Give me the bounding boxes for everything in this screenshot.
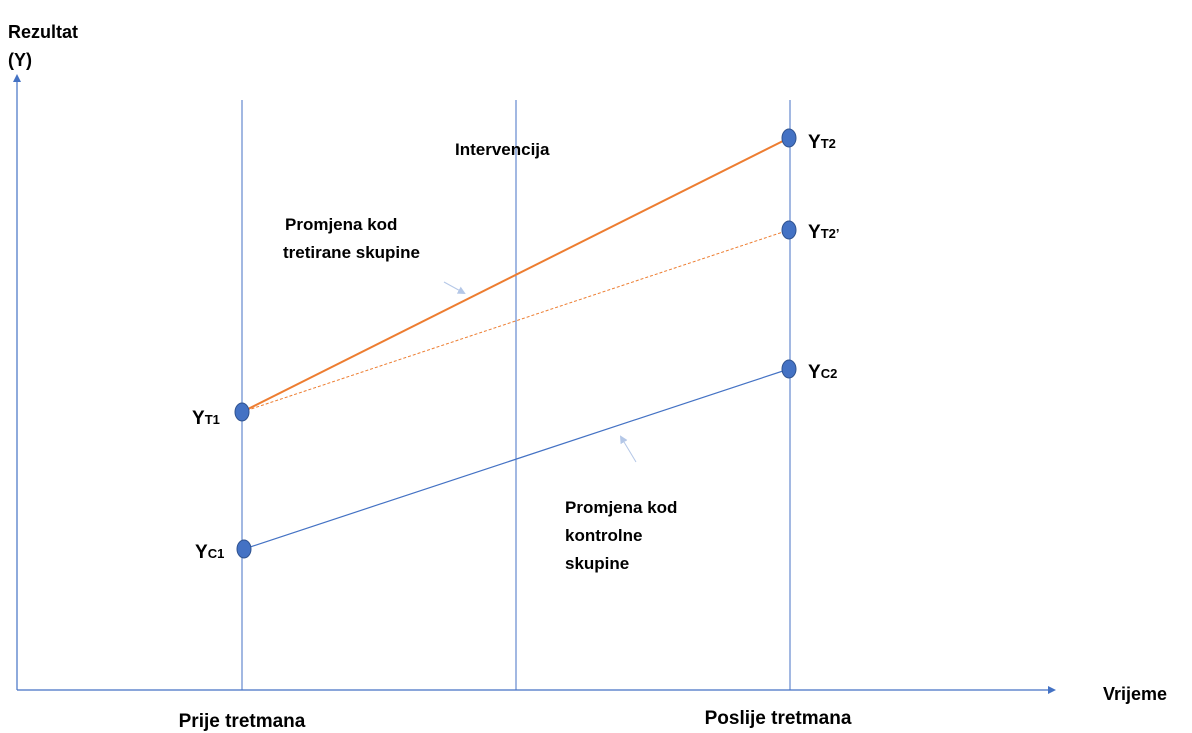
point-label: YT1 [192, 408, 220, 429]
point [234, 402, 250, 422]
point [781, 359, 797, 379]
control-line [243, 368, 790, 550]
point-label: YT2 [808, 132, 836, 153]
annotation: kontrolne [565, 526, 642, 545]
annotation: Promjena kod [565, 498, 677, 517]
annotation: tretirane skupine [283, 243, 420, 262]
y-axis-label: Rezultat [8, 22, 78, 42]
annotation: skupine [565, 554, 629, 573]
treated-line [241, 137, 790, 413]
point [781, 220, 797, 240]
point [236, 539, 252, 559]
point-label: YC2 [808, 362, 837, 383]
pointer [619, 435, 637, 463]
point [781, 128, 797, 148]
period-label: Prije tretmana [179, 711, 306, 732]
pointer [443, 281, 466, 294]
counterfactual-line [241, 229, 790, 413]
y-axis-label: (Y) [8, 50, 32, 70]
intervention-label: Intervencija [455, 140, 550, 159]
annotation: Promjena kod [285, 215, 397, 234]
x-axis-label: Vrijeme [1103, 684, 1167, 704]
point-label: YT2’ [808, 222, 839, 243]
period-label: Poslije tretmana [705, 708, 852, 729]
point-label: YC1 [195, 542, 224, 563]
